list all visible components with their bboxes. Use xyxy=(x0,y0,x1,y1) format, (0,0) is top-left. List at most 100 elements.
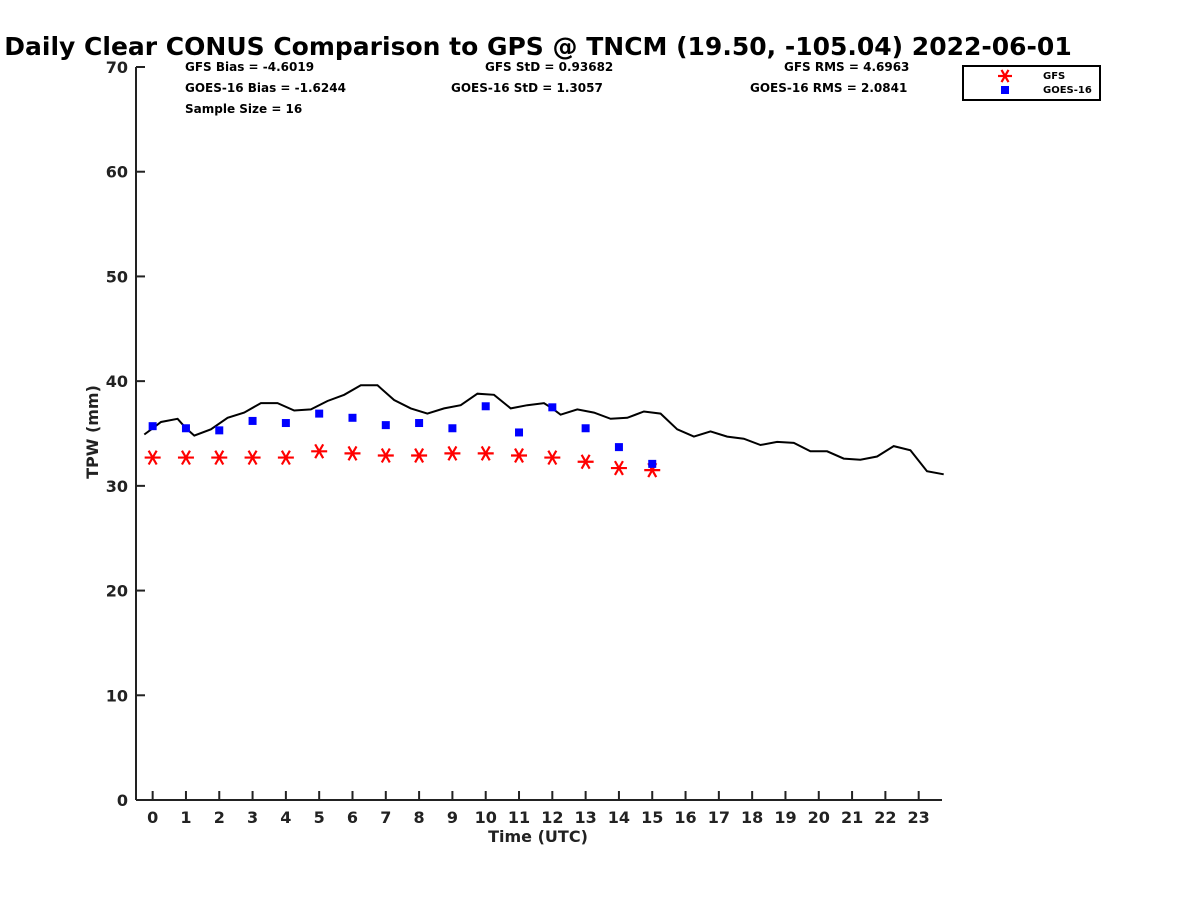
x-tick-label: 4 xyxy=(280,808,291,827)
legend: GFS GOES-16 xyxy=(962,65,1101,101)
x-tick-label: 20 xyxy=(808,808,830,827)
goes16-point xyxy=(215,426,224,435)
y-tick-label: 30 xyxy=(106,477,128,496)
y-tick-label: 40 xyxy=(106,372,128,391)
x-tick-label: 21 xyxy=(841,808,863,827)
x-tick-label: 12 xyxy=(541,808,563,827)
goes16-point xyxy=(614,443,623,452)
gfs-point xyxy=(344,445,361,461)
asterisk-stroke xyxy=(414,448,425,463)
y-tick-label: 60 xyxy=(106,163,128,182)
y-tick-label: 10 xyxy=(106,686,128,705)
x-tick-label: 3 xyxy=(247,808,258,827)
stat-label: GOES-16 Bias = -1.6244 xyxy=(185,81,346,95)
x-tick-label: 15 xyxy=(641,808,663,827)
goes16-point xyxy=(581,424,590,433)
gfs-point xyxy=(610,460,627,476)
x-tick-label: 16 xyxy=(674,808,696,827)
gfs-point xyxy=(311,443,328,459)
x-tick-label: 8 xyxy=(414,808,425,827)
gfs-point xyxy=(477,445,494,461)
data-marks xyxy=(143,384,944,478)
goes16-point xyxy=(381,421,390,430)
x-tick-label: 11 xyxy=(508,808,530,827)
gfs-point xyxy=(444,445,461,461)
stat-label: Sample Size = 16 xyxy=(185,102,302,116)
asterisk-stroke xyxy=(447,445,458,461)
x-tick-label: 17 xyxy=(708,808,730,827)
goes16-point xyxy=(315,409,324,418)
gfs-point xyxy=(411,448,428,463)
x-axis-label: Time (UTC) xyxy=(488,827,588,846)
y-tick-label: 20 xyxy=(106,582,128,601)
goes16-point xyxy=(181,424,190,433)
x-tick-label: 6 xyxy=(347,808,358,827)
stat-label: GFS Bias = -4.6019 xyxy=(185,60,314,74)
x-tick-label: 23 xyxy=(908,808,930,827)
goes16-point xyxy=(448,424,457,433)
goes16-point xyxy=(415,419,424,428)
asterisk-stroke xyxy=(247,450,258,466)
asterisk-stroke xyxy=(547,450,558,466)
asterisk-stroke xyxy=(580,454,591,470)
x-tick-label: 7 xyxy=(380,808,391,827)
goes16-point xyxy=(148,422,157,431)
gfs-point xyxy=(577,454,594,470)
asterisk-stroke xyxy=(147,450,158,466)
x-tick-label: 14 xyxy=(608,808,630,827)
goes16-point xyxy=(348,413,357,422)
asterisk-stroke xyxy=(314,443,325,459)
x-tick-label: 13 xyxy=(574,808,596,827)
asterisk-stroke xyxy=(280,450,291,466)
statistics-block: GFS Bias = -4.6019 GFS StD = 0.93682 GFS R… xyxy=(185,60,909,116)
asterisk-stroke xyxy=(1000,69,1010,83)
gfs-point xyxy=(177,450,194,466)
goes16-point xyxy=(248,416,257,425)
x-tick-label: 10 xyxy=(475,808,497,827)
x-tick-label: 2 xyxy=(214,808,225,827)
x-tick-label: 0 xyxy=(147,808,158,827)
goes16-point xyxy=(281,419,290,428)
gps-tpw-line xyxy=(143,384,944,476)
legend-label: GFS xyxy=(1043,71,1065,82)
x-tick-label: 1 xyxy=(180,808,191,827)
gfs-point xyxy=(144,450,161,466)
asterisk-stroke xyxy=(613,460,624,476)
asterisk-stroke xyxy=(214,450,225,466)
gfs-point xyxy=(544,450,561,466)
gfs-point xyxy=(377,448,394,463)
stat-label: GFS StD = 0.93682 xyxy=(485,60,613,74)
axes xyxy=(135,67,942,801)
goes16-point xyxy=(648,459,657,468)
gfs-point xyxy=(211,450,228,466)
y-tick-label: 50 xyxy=(106,267,128,286)
asterisk-stroke xyxy=(347,445,358,461)
goes16-point xyxy=(481,402,490,411)
asterisk-stroke xyxy=(514,448,524,463)
asterisk-stroke xyxy=(380,448,391,463)
x-tick-label: 19 xyxy=(774,808,796,827)
x-tick-label: 22 xyxy=(874,808,896,827)
stat-label: GOES-16 RMS = 2.0841 xyxy=(750,81,907,95)
legend-gfs-symbol xyxy=(998,69,1012,83)
goes16-point xyxy=(515,428,524,437)
x-tick-label: 18 xyxy=(741,808,763,827)
asterisk-stroke xyxy=(181,450,191,466)
y-tick-label: 0 xyxy=(117,791,128,810)
y-tick-label: 70 xyxy=(106,58,128,77)
y-axis-label: TPW (mm) xyxy=(83,385,102,479)
x-tick-label: 9 xyxy=(447,808,458,827)
gfs-point xyxy=(244,450,261,466)
gfs-point xyxy=(511,448,528,463)
gfs-point xyxy=(277,450,294,466)
legend-goes16-symbol xyxy=(1001,86,1009,94)
legend-label: GOES-16 xyxy=(1043,85,1092,96)
stat-label: GFS RMS = 4.6963 xyxy=(784,60,909,74)
goes16-point xyxy=(548,403,557,412)
legend-box xyxy=(962,65,1101,101)
asterisk-stroke xyxy=(480,445,491,461)
chart-title: Daily Clear CONUS Comparison to GPS @ TN… xyxy=(4,32,1071,61)
